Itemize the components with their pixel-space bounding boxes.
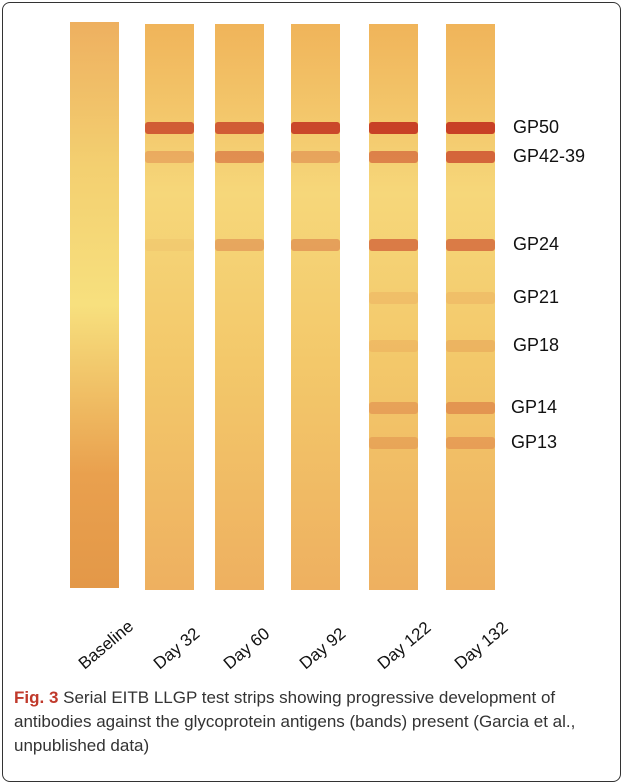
caption-text: Serial EITB LLGP test strips showing pro… <box>14 688 576 755</box>
antigen-band <box>145 151 194 163</box>
antigen-band <box>369 292 418 304</box>
strip-label: Day 122 <box>374 618 435 673</box>
test-strip <box>369 24 418 590</box>
antigen-band <box>291 239 340 251</box>
antigen-band <box>446 151 495 163</box>
strip-label: Baseline <box>75 617 137 673</box>
band-label: GP18 <box>513 335 559 355</box>
antigen-band <box>369 437 418 449</box>
band-label: GP42-39 <box>513 146 585 166</box>
antigen-band <box>446 122 495 134</box>
strip-label: Day 60 <box>220 624 273 673</box>
antigen-band <box>291 122 340 134</box>
antigen-band <box>446 340 495 352</box>
antigen-band <box>369 340 418 352</box>
band-label: GP13 <box>511 432 557 452</box>
antigen-band <box>215 239 264 251</box>
test-strip <box>215 24 264 590</box>
test-strip <box>145 24 194 590</box>
antigen-band <box>291 151 340 163</box>
test-strip <box>70 22 119 588</box>
antigen-band <box>446 292 495 304</box>
strip-label: Day 92 <box>296 624 349 673</box>
antigen-band <box>369 239 418 251</box>
test-strip <box>446 24 495 590</box>
antigen-band <box>369 151 418 163</box>
antigen-band <box>369 122 418 134</box>
strips <box>70 22 495 590</box>
caption: Fig. 3 Serial EITB LLGP test strips show… <box>14 686 614 758</box>
antigen-band <box>145 122 194 134</box>
strip-label: Day 32 <box>150 624 203 673</box>
strip-label: Day 132 <box>451 618 512 673</box>
antigen-band <box>145 239 194 251</box>
test-strip <box>291 24 340 590</box>
antigen-band <box>369 402 418 414</box>
band-label: GP24 <box>513 234 559 254</box>
blot-figure: Baseline Day 32 Day 60 Day 92 Day 122 Day 132… <box>70 22 585 673</box>
band-label: GP14 <box>511 397 557 417</box>
caption-label: Fig. 3 <box>14 688 59 707</box>
band-label: GP21 <box>513 287 559 307</box>
band-label: GP50 <box>513 117 559 137</box>
antigen-band <box>446 239 495 251</box>
antigen-band <box>446 437 495 449</box>
antigen-band <box>215 122 264 134</box>
antigen-band <box>215 151 264 163</box>
antigen-band <box>446 402 495 414</box>
